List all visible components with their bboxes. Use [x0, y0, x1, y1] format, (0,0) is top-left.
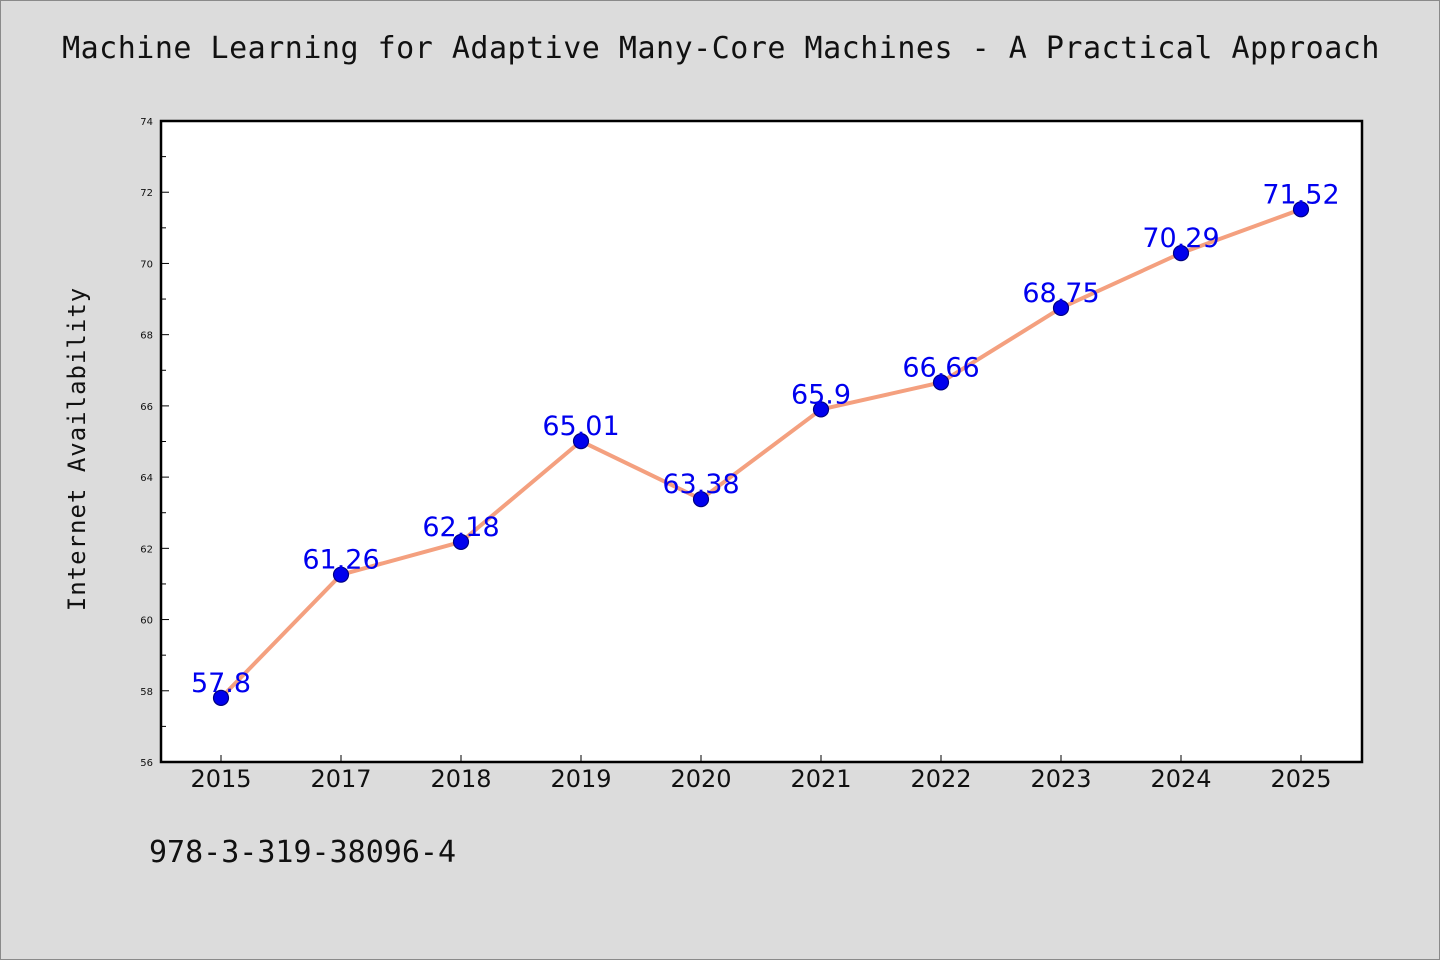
- x-tick-label: 2019: [550, 765, 611, 793]
- y-tick-label: 66: [140, 402, 153, 413]
- data-point: [1172, 245, 1190, 262]
- data-label: 66.66: [902, 352, 979, 383]
- plot-area: [159, 119, 1364, 764]
- y-tick-label: 64: [140, 473, 153, 484]
- y-tick-label: 74: [140, 117, 153, 128]
- data-point: [452, 533, 470, 551]
- series-line: [219, 207, 1303, 700]
- data-label: 65.01: [542, 411, 619, 442]
- data-label: 71.52: [1262, 179, 1339, 210]
- data-labels-layer: 57.8 61.26 62.18 65.01 63.38 65.9 66.66 68.75 70…: [191, 179, 1340, 699]
- data-point: [692, 491, 710, 508]
- y-axis: 56 58 60 62 64 66 68 70 72 74: [140, 117, 169, 769]
- data-point: [572, 433, 590, 450]
- y-tick-label: 62: [140, 544, 153, 555]
- x-tick-label: 2024: [1150, 765, 1211, 793]
- isbn-text: 978-3-319-38096-4: [149, 835, 457, 870]
- x-tick-label: 2015: [190, 765, 251, 793]
- y-tick-label: 68: [140, 331, 153, 342]
- data-label: 70.29: [1142, 223, 1219, 254]
- chart-title: Machine Learning for Adaptive Many-Core …: [62, 31, 1380, 66]
- data-label: 68.75: [1022, 278, 1099, 309]
- data-point: [212, 689, 230, 707]
- x-tick-label: 2017: [310, 765, 371, 793]
- data-label: 57.8: [191, 668, 251, 699]
- data-point: [332, 566, 350, 583]
- y-tick-label: 56: [140, 758, 153, 769]
- y-tick-label: 70: [140, 259, 153, 270]
- data-point: [932, 374, 950, 391]
- data-point: [812, 401, 830, 418]
- data-label: 62.18: [422, 512, 499, 543]
- y-tick-label: 60: [140, 616, 153, 627]
- data-label: 63.38: [662, 469, 739, 500]
- data-label: 65.9: [791, 379, 851, 410]
- x-tick-label: 2018: [430, 765, 491, 793]
- x-tick-label: 2022: [910, 765, 971, 793]
- data-label: 61.26: [302, 545, 379, 576]
- x-tick-label: 2025: [1270, 765, 1331, 793]
- data-point: [1292, 201, 1310, 218]
- y-tick-label: 58: [140, 687, 153, 698]
- x-tick-label: 2021: [790, 765, 851, 793]
- x-tick-label: 2020: [670, 765, 731, 793]
- series-layer: [212, 201, 1310, 707]
- x-tick-label: 2023: [1030, 765, 1091, 793]
- y-tick-label: 72: [140, 188, 153, 199]
- data-point: [1052, 299, 1070, 317]
- x-axis: 2015 2017 2018 2019 2020 2021 2022 2023 2024 2025: [190, 755, 1332, 793]
- y-axis-label: Internet Availability: [63, 287, 91, 611]
